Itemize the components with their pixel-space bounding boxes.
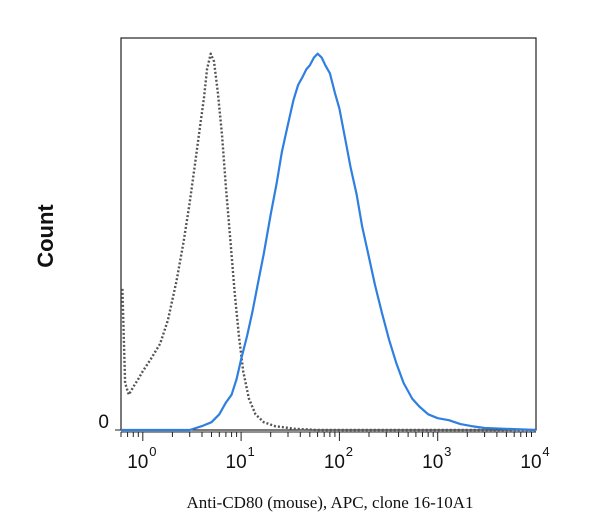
y-tick-label: 0 bbox=[98, 412, 109, 433]
series-group bbox=[121, 52, 537, 432]
x-tick-label: 10 bbox=[324, 452, 345, 473]
plot-frame bbox=[120, 37, 537, 431]
x-tick-exponent: 1 bbox=[247, 444, 254, 459]
x-tick-exponent: 2 bbox=[346, 444, 353, 459]
x-tick-label: 10 bbox=[226, 452, 247, 473]
x-axis-label: Anti-CD80 (mouse), APC, clone 16-10A1 bbox=[186, 493, 473, 512]
x-tick-label: 10 bbox=[127, 452, 148, 473]
x-tick-label: 10 bbox=[520, 452, 541, 473]
y-axis-label: Count bbox=[33, 204, 58, 268]
x-tick-exponent: 0 bbox=[149, 444, 156, 459]
x-tick-exponent: 4 bbox=[542, 444, 549, 459]
stained-sample-line bbox=[121, 52, 537, 432]
x-tick-exponent: 3 bbox=[444, 444, 451, 459]
isotype-control-line bbox=[121, 52, 536, 432]
x-tick-label: 10 bbox=[422, 452, 443, 473]
y-axis-ticks: 0 bbox=[98, 412, 121, 433]
